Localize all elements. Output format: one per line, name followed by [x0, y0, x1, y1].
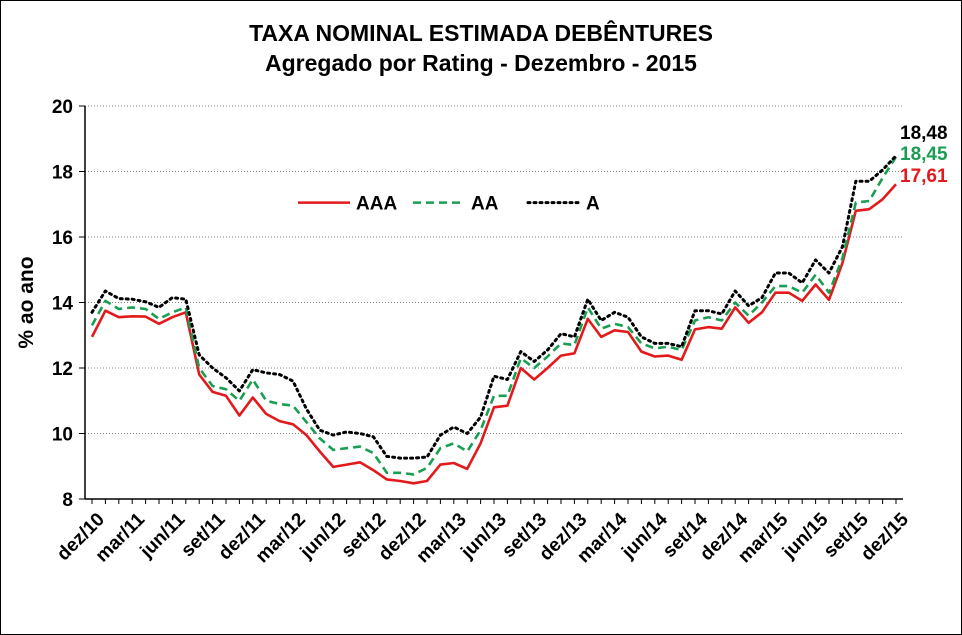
x-tick-label: jun/14 — [617, 509, 672, 564]
y-tick-label: 16 — [52, 228, 73, 249]
tick-labels: 8101214161820dez/10mar/11jun/11set/11dez… — [15, 97, 948, 567]
y-axis-title: % ao ano — [15, 256, 38, 348]
y-tick-label: 14 — [52, 294, 74, 315]
y-tick-label: 18 — [52, 163, 73, 184]
legend-label-aaa: AAA — [356, 194, 397, 215]
x-tick-label: jun/11 — [136, 509, 190, 563]
y-tick-label: 10 — [52, 425, 73, 446]
end-value-label-aaa: 17,61 — [900, 166, 948, 187]
gridlines — [85, 105, 903, 434]
series-line-aa — [90, 156, 898, 476]
x-tick-label: jun/15 — [778, 509, 833, 564]
chart-subtitle: Agregado por Rating - Dezembro - 2015 — [265, 50, 697, 76]
legend-label-aa: AA — [471, 194, 499, 215]
series-line-a — [90, 154, 898, 460]
series-lines — [90, 154, 898, 485]
x-tick-label: jun/13 — [457, 509, 511, 563]
end-value-label-a: 18,48 — [900, 123, 948, 144]
legend-label-a: A — [586, 194, 600, 215]
legend: AAA AA A — [298, 194, 600, 215]
end-value-label-aa: 18,45 — [900, 144, 948, 165]
y-tick-label: 12 — [52, 359, 73, 380]
y-tick-label: 20 — [52, 97, 73, 118]
axes — [79, 105, 903, 504]
y-tick-label: 8 — [62, 490, 73, 511]
series-line-aaa — [90, 183, 897, 485]
x-tick-label: jun/12 — [296, 509, 350, 563]
chart-title: TAXA NOMINAL ESTIMADA DEBÊNTURES — [249, 20, 713, 46]
